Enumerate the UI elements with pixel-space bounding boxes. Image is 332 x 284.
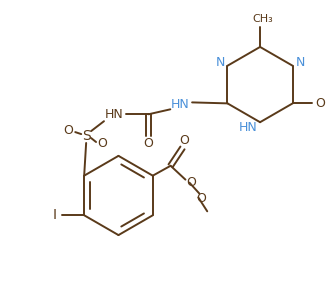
Text: N: N bbox=[296, 56, 305, 69]
Text: HN: HN bbox=[239, 121, 258, 134]
Text: HN: HN bbox=[105, 108, 123, 121]
Text: O: O bbox=[315, 97, 325, 110]
Text: N: N bbox=[216, 56, 225, 69]
Text: CH₃: CH₃ bbox=[253, 14, 274, 24]
Text: O: O bbox=[97, 137, 107, 151]
Text: O: O bbox=[187, 176, 196, 189]
Text: HN: HN bbox=[171, 98, 190, 111]
Text: O: O bbox=[63, 124, 73, 137]
Text: I: I bbox=[52, 208, 56, 222]
Text: S: S bbox=[82, 129, 91, 143]
Text: O: O bbox=[180, 133, 189, 147]
Text: O: O bbox=[144, 137, 153, 151]
Text: O: O bbox=[196, 192, 206, 205]
